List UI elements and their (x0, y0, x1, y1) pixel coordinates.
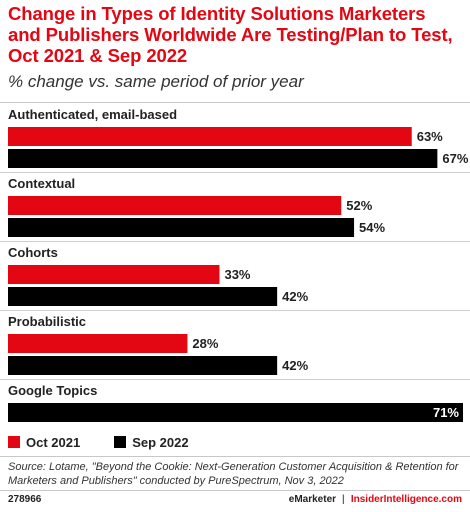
data-label-oct-2021-contextual: 52% (346, 198, 372, 213)
brand-emarketer: eMarketer (288, 494, 337, 505)
category-label-google-topics: Google Topics (8, 383, 97, 398)
bar-oct-2021-authenticated-email-based (8, 127, 412, 146)
bar-chart: Authenticated, email-based 63% 67% Contextu… (0, 107, 470, 422)
footer-brand: eMarketer | InsiderIntelligence.com (289, 494, 462, 505)
chart-id: 278966 (8, 494, 42, 505)
data-label-sep-2022-contextual: 54% (359, 220, 385, 235)
category-label-authenticated-email-based: Authenticated, email-based (8, 107, 177, 122)
bar-sep-2022-authenticated-email-based (8, 149, 438, 168)
legend-label-sep-2022: Sep 2022 (132, 434, 189, 450)
legend-item-sep-2022: Sep 2022 (114, 434, 189, 450)
bar-sep-2022-contextual (8, 218, 355, 237)
data-label-sep-2022-cohorts: 42% (282, 289, 308, 304)
legend-swatch-sep-2022 (114, 436, 127, 448)
bar-sep-2022-google-topics (8, 403, 463, 422)
data-label-sep-2022-google-topics: 71% (433, 405, 459, 420)
bar-oct-2021-probabilistic (8, 334, 188, 353)
brand-separator: | (342, 494, 345, 505)
bottom-divider (0, 490, 470, 491)
data-label-oct-2021-probabilistic: 28% (192, 336, 218, 351)
data-label-sep-2022-probabilistic: 42% (282, 358, 308, 373)
footer-divider (0, 456, 470, 457)
brand-insider-intelligence: InsiderIntelligence.com (350, 494, 462, 505)
legend-item-oct-2021: Oct 2021 (8, 435, 80, 450)
bar-oct-2021-contextual (8, 196, 342, 215)
bar-sep-2022-probabilistic (8, 356, 278, 375)
header-divider (0, 102, 470, 103)
data-label-oct-2021-cohorts: 33% (224, 267, 250, 282)
legend-swatch-oct-2021 (8, 436, 20, 448)
category-label-contextual: Contextual (8, 176, 75, 191)
category-label-probabilistic: Probabilistic (8, 314, 86, 329)
bar-sep-2022-cohorts (8, 287, 278, 306)
chart-title: Change in Types of Identity Solutions Ma… (8, 3, 453, 66)
category-label-cohorts: Cohorts (8, 245, 58, 260)
bar-oct-2021-cohorts (8, 265, 220, 284)
legend-label-oct-2021: Oct 2021 (26, 434, 81, 450)
data-label-oct-2021-authenticated-email-based: 63% (417, 129, 443, 144)
data-label-sep-2022-authenticated-email-based: 67% (442, 151, 468, 166)
source-note: Source: Lotame, "Beyond the Cookie: Next… (8, 461, 459, 487)
chart-subtitle: % change vs. same period of prior year (8, 72, 304, 91)
legend: Oct 2021 Sep 2022 (8, 432, 223, 452)
